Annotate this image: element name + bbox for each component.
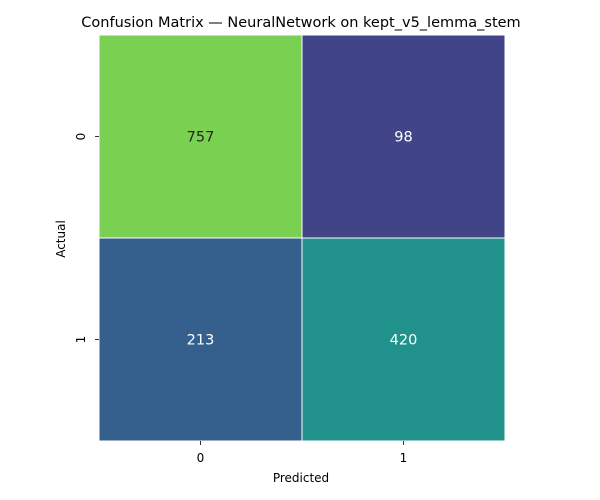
heatmap-cell-0-0 bbox=[98, 34, 303, 239]
cell-value-1-1: 420 bbox=[390, 333, 418, 349]
y-tick-label: 1 bbox=[74, 336, 88, 344]
y-axis-ticks: 01 bbox=[74, 133, 99, 344]
heatmap-cell-1-0 bbox=[98, 237, 303, 442]
cell-value-0-0: 757 bbox=[187, 130, 215, 146]
y-tick-label: 0 bbox=[74, 133, 88, 141]
cell-value-0-1: 98 bbox=[394, 130, 412, 146]
chart-title: Confusion Matrix — NeuralNetwork on kept… bbox=[81, 15, 520, 31]
x-tick-label: 1 bbox=[400, 451, 408, 465]
heatmap-cell-1-1 bbox=[301, 237, 506, 442]
cell-value-1-0: 213 bbox=[187, 333, 215, 349]
heatmap-cells bbox=[98, 34, 506, 442]
y-axis-label: Actual bbox=[54, 220, 68, 258]
heatmap-cell-0-1 bbox=[301, 34, 506, 239]
x-axis-label: Predicted bbox=[273, 471, 329, 485]
x-tick-label: 0 bbox=[197, 451, 205, 465]
cell-value-labels: 757 98 213 420 bbox=[187, 130, 418, 349]
